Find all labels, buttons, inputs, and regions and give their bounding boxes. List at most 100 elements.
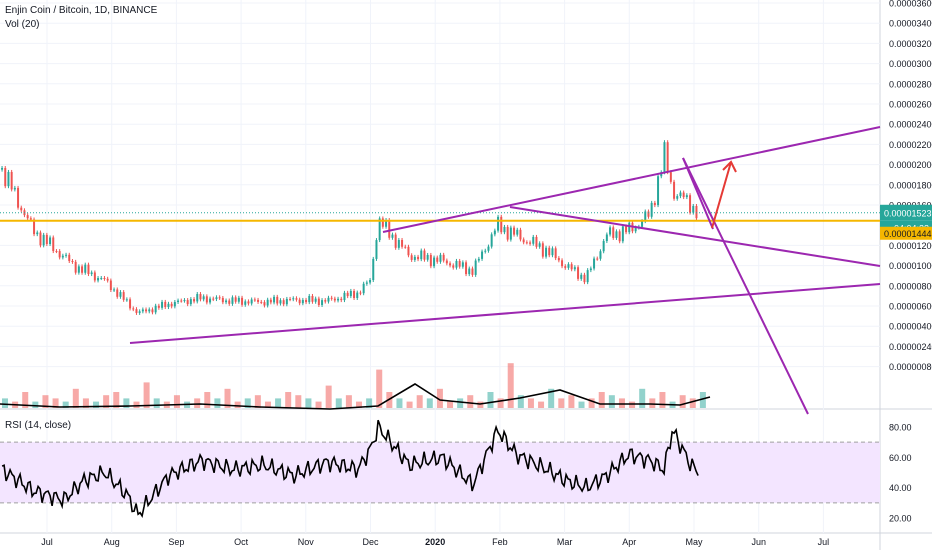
- candle-body: [193, 299, 196, 302]
- candle-body: [436, 257, 439, 262]
- candle-body: [567, 264, 570, 268]
- lower-channel-line: [129, 283, 881, 344]
- candle-body: [141, 309, 144, 312]
- candle-body: [554, 248, 557, 259]
- candle-body: [548, 247, 551, 256]
- time-tick-label: Apr: [622, 537, 636, 547]
- candle-body: [417, 256, 420, 260]
- candle-body: [154, 305, 157, 313]
- candle-body: [509, 227, 512, 240]
- volume-bar: [376, 369, 383, 408]
- candle-body: [52, 237, 55, 252]
- candle-body: [381, 218, 384, 227]
- volume-bar: [103, 395, 110, 408]
- candle-body: [189, 299, 192, 305]
- level-tag: [880, 226, 932, 240]
- volume-bar: [396, 398, 403, 408]
- candle-body: [346, 292, 349, 297]
- time-tick-label: Oct: [234, 537, 249, 547]
- candle-body: [669, 172, 672, 182]
- candle-body: [77, 266, 80, 273]
- candle-body: [4, 167, 7, 187]
- candle-body: [605, 234, 608, 242]
- falling-line: [682, 157, 809, 415]
- candle-body: [628, 222, 631, 233]
- candle-body: [497, 216, 500, 231]
- candle-body: [685, 195, 688, 198]
- candle-body: [561, 260, 564, 267]
- time-tick-label: 2020: [425, 537, 445, 547]
- candle-body: [260, 301, 263, 303]
- volume-bar: [143, 382, 150, 408]
- candle-body: [586, 270, 589, 283]
- volume-bar: [447, 401, 454, 408]
- candle-body: [106, 278, 109, 281]
- volume-bar: [82, 398, 89, 408]
- candle-body: [634, 227, 637, 232]
- candle-body: [180, 300, 183, 302]
- candle-body: [129, 299, 132, 309]
- candle-body: [228, 300, 231, 304]
- candle-body: [349, 290, 352, 297]
- candle-body: [148, 309, 151, 312]
- candle-body: [295, 298, 298, 300]
- volume-bar: [244, 398, 251, 408]
- candle-body: [257, 299, 260, 302]
- rsi-tick-label: 80.00: [889, 423, 912, 433]
- time-tick-label: Mar: [557, 537, 573, 547]
- last-price-tag: [880, 204, 932, 221]
- volume-bar: [356, 401, 362, 408]
- candle-body: [647, 211, 650, 217]
- candle-body: [273, 296, 276, 303]
- candle-body: [551, 248, 554, 256]
- candle-body: [215, 297, 218, 300]
- volume-bar: [649, 398, 656, 408]
- volume-bar: [527, 398, 534, 408]
- candle-body: [356, 292, 359, 299]
- candle-body: [458, 260, 461, 267]
- candle-body: [301, 299, 304, 304]
- price-tick-label: 0.00000800: [889, 281, 932, 291]
- candle-body: [682, 192, 685, 198]
- price-tick-label: 0.00003000: [889, 59, 932, 69]
- candle-body: [397, 239, 400, 248]
- candle-body: [577, 267, 580, 279]
- candle-body: [221, 297, 224, 303]
- candle-body: [1, 167, 4, 170]
- arrow-head: [722, 160, 737, 173]
- volume-bar: [639, 388, 646, 408]
- candle-body: [516, 229, 519, 235]
- level-label: 0.00001444: [884, 229, 932, 239]
- candle-body: [609, 227, 612, 235]
- volume-ma-line: [0, 383, 711, 410]
- candle-body: [276, 296, 279, 304]
- candle-body: [122, 292, 125, 300]
- volume-bar: [123, 398, 130, 408]
- candle-body: [237, 297, 240, 302]
- candle-body: [375, 240, 378, 259]
- time-axis: Jul Aug Sep Oct Nov Dec 2020 Feb Mar Apr May Jun Jul: [41, 537, 829, 547]
- candle-body: [74, 261, 77, 273]
- candle-body: [49, 237, 52, 245]
- volume: [0, 363, 711, 410]
- candle-body: [692, 205, 695, 213]
- candle-body: [490, 234, 493, 247]
- price-tick-label: 0.00000400: [889, 322, 932, 332]
- candle-body: [314, 298, 317, 302]
- candle-body: [324, 300, 327, 302]
- candle-body: [321, 300, 324, 305]
- candle-body: [71, 260, 74, 262]
- candle-body: [109, 280, 112, 290]
- candle-body: [484, 250, 487, 252]
- candle-body: [493, 230, 496, 235]
- candle-body: [426, 254, 429, 260]
- time-tick-label: Nov: [298, 537, 315, 547]
- candle-body: [522, 239, 525, 243]
- candle-body: [644, 211, 647, 222]
- candle-body: [407, 246, 410, 256]
- candle-body: [506, 226, 509, 240]
- volume-bar: [659, 392, 666, 408]
- candle-body: [487, 246, 490, 251]
- candle-body: [474, 260, 477, 275]
